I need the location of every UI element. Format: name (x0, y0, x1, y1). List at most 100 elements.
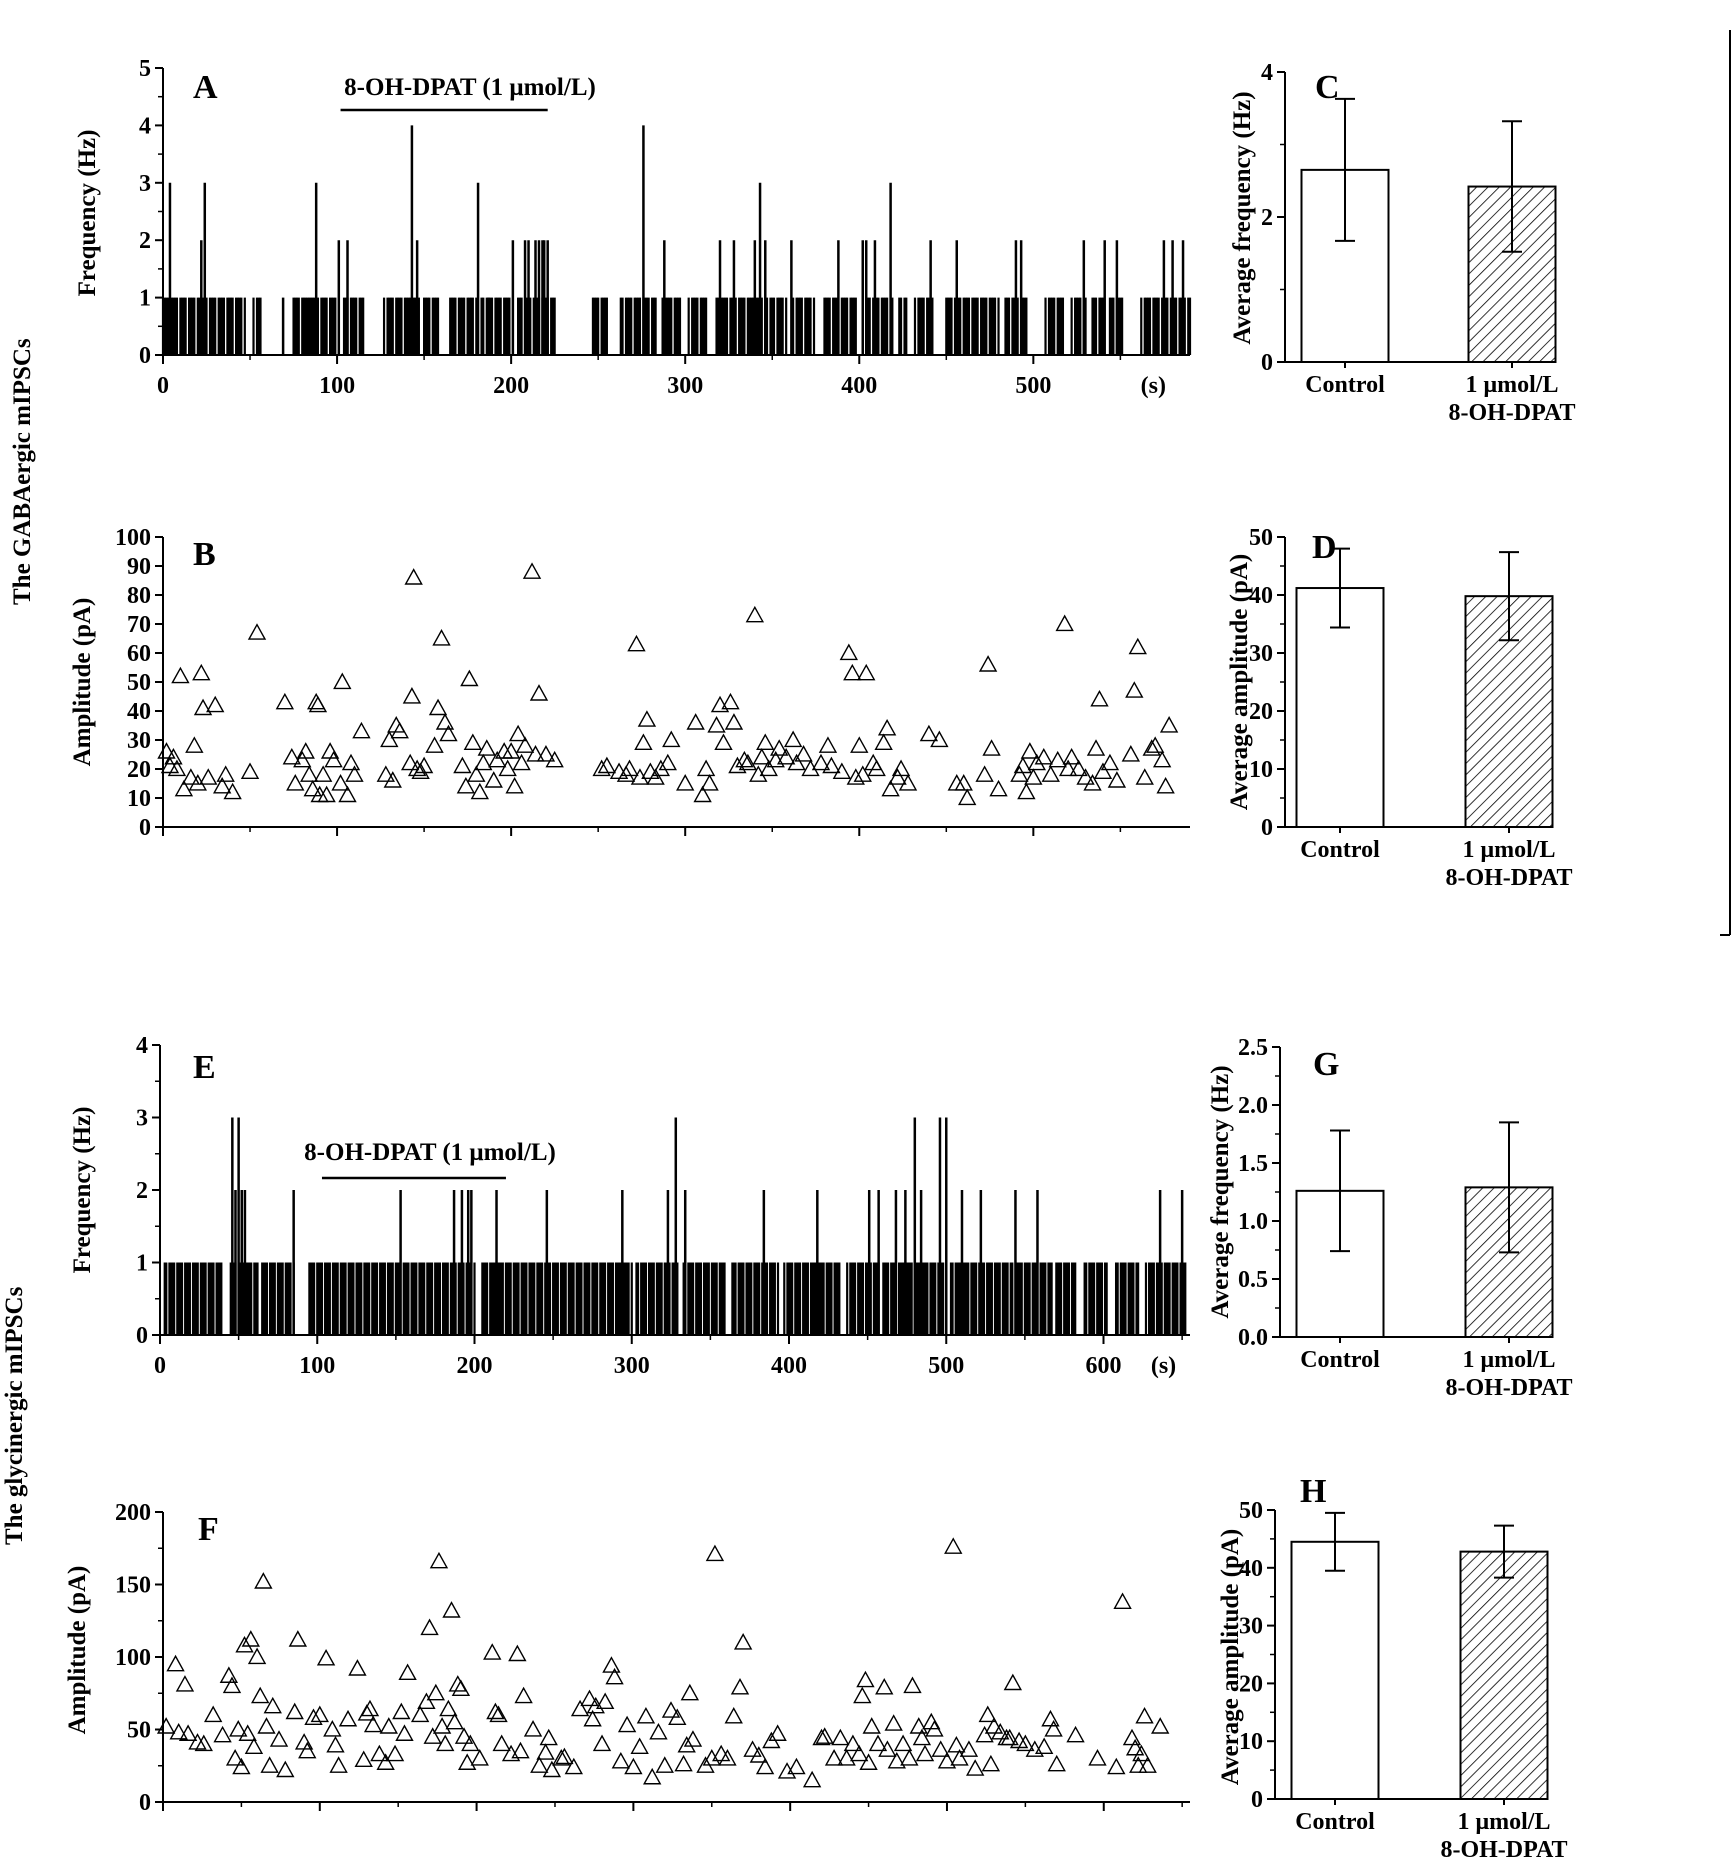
data-point-triangle (715, 735, 731, 749)
data-point-triangle (444, 1603, 460, 1617)
data-point-triangle (632, 1739, 648, 1753)
data-point-triangle (406, 570, 422, 584)
y-tick-label: 10 (1239, 1729, 1263, 1755)
y-tick-label: 2 (136, 1178, 148, 1204)
data-point-triangle (510, 726, 526, 740)
data-point-triangle (475, 755, 491, 769)
data-point-triangle (1115, 1594, 1131, 1608)
data-point-triangle (333, 776, 349, 790)
y-tick-label: 4 (139, 113, 151, 139)
panel-letter: B (193, 536, 216, 573)
data-point-triangle (343, 755, 359, 769)
data-point-triangle (747, 607, 763, 621)
data-point-triangle (635, 735, 651, 749)
category-label-line: 8-OH-DPAT (1448, 400, 1575, 426)
data-point-triangle (287, 1704, 303, 1718)
y-tick-label: 0 (139, 1790, 151, 1816)
data-point-triangle (500, 761, 516, 775)
data-point-triangle (984, 741, 1000, 755)
y-tick-label: 20 (127, 757, 151, 783)
data-point-triangle (186, 738, 202, 752)
y-tick-label: 100 (115, 1645, 151, 1671)
x-category-label: Control (1295, 1809, 1375, 1835)
data-point-triangle (450, 1677, 466, 1691)
panel-letter: F (198, 1511, 219, 1548)
y-tick-label: 100 (115, 525, 151, 551)
data-point-triangle (967, 1761, 983, 1775)
data-point-triangle (959, 790, 975, 804)
data-point-triangle (393, 1704, 409, 1718)
data-point-triangle (1005, 1675, 1021, 1689)
data-point-triangle (158, 1719, 174, 1733)
y-tick-label: 90 (127, 554, 151, 580)
data-point-triangle (479, 741, 495, 755)
data-point-triangle (679, 1737, 695, 1751)
data-point-triangle (1022, 744, 1038, 758)
category-label-line: Control (1300, 837, 1380, 863)
data-point-triangle (1158, 778, 1174, 792)
data-point-triangle (709, 718, 725, 732)
y-tick-label: 30 (127, 728, 151, 754)
data-point-triangle (258, 1719, 274, 1733)
data-point-triangle (904, 1678, 920, 1692)
panel-letter: D (1312, 529, 1337, 566)
figure: The GABAergic mIPSCs The glycinergic mIP… (0, 0, 1735, 1857)
category-label-line: 1 μmol/L (1463, 1347, 1556, 1373)
data-point-triangle (844, 665, 860, 679)
data-point-triangle (434, 631, 450, 645)
data-point-triangle (541, 1730, 557, 1744)
data-point-triangle (1064, 749, 1080, 763)
data-point-triangle (785, 732, 801, 746)
data-point-triangle (538, 1745, 554, 1759)
y-tick-label: 30 (1249, 641, 1273, 667)
data-point-triangle (324, 1722, 340, 1736)
data-point-triangle (639, 712, 655, 726)
gabaergic-group-label: The GABAergic mIPSCs (9, 338, 36, 605)
panel-letter: G (1313, 1046, 1339, 1083)
data-point-triangle (381, 1719, 397, 1733)
data-point-triangle (224, 1678, 240, 1692)
data-point-triangle (613, 1753, 629, 1767)
x-tick-label: 400 (841, 373, 877, 399)
data-point-triangle (1137, 770, 1153, 784)
data-point-triangle (237, 1637, 253, 1651)
data-point-triangle (312, 1707, 328, 1721)
data-point-triangle (1130, 639, 1146, 653)
category-label-line: 1 μmol/L (1463, 837, 1556, 863)
data-point-triangle (525, 1722, 541, 1736)
data-point-triangle (861, 1755, 877, 1769)
data-point-triangle (1011, 767, 1027, 781)
data-point-triangle (255, 1574, 271, 1588)
y-tick-label: 0 (139, 343, 151, 369)
y-tick-label: 40 (1239, 1556, 1263, 1582)
data-point-triangle (879, 720, 895, 734)
data-point-triangle (531, 1758, 547, 1772)
x-category-label: Control (1300, 837, 1380, 863)
data-point-triangle (1123, 747, 1139, 761)
data-point-triangle (465, 735, 481, 749)
data-point-triangle (340, 1711, 356, 1725)
data-point-triangle (1046, 1722, 1062, 1736)
data-point-triangle (848, 770, 864, 784)
x-tick-label: 200 (457, 1353, 493, 1379)
panel-a-frequency-trace: AFrequency (Hz)0123450 100 200 300 400 500 (s)… (74, 56, 1190, 399)
y-tick-label: 70 (127, 612, 151, 638)
data-point-triangle (657, 1758, 673, 1772)
data-point-triangle (227, 1751, 243, 1765)
data-point-triangle (162, 758, 178, 772)
data-point-triangle (854, 1688, 870, 1702)
data-point-triangle (698, 761, 714, 775)
data-point-triangle (754, 749, 770, 763)
data-point-triangle (215, 1727, 231, 1741)
data-point-triangle (207, 697, 223, 711)
data-point-triangle (886, 1716, 902, 1730)
x-category-label: Control (1305, 372, 1385, 398)
x-category-label: 1 μmol/L 8-OH-DPAT (1445, 1347, 1572, 1401)
y-tick-label: 200 (115, 1500, 151, 1526)
data-point-triangle (1068, 1727, 1084, 1741)
y-axis-title: Amplitude (pA) (64, 1566, 91, 1735)
data-point-triangle (315, 767, 331, 781)
data-point-triangle (494, 1736, 510, 1750)
data-point-triangle (387, 1746, 403, 1760)
y-axis-title: Amplitude (pA) (69, 598, 96, 767)
